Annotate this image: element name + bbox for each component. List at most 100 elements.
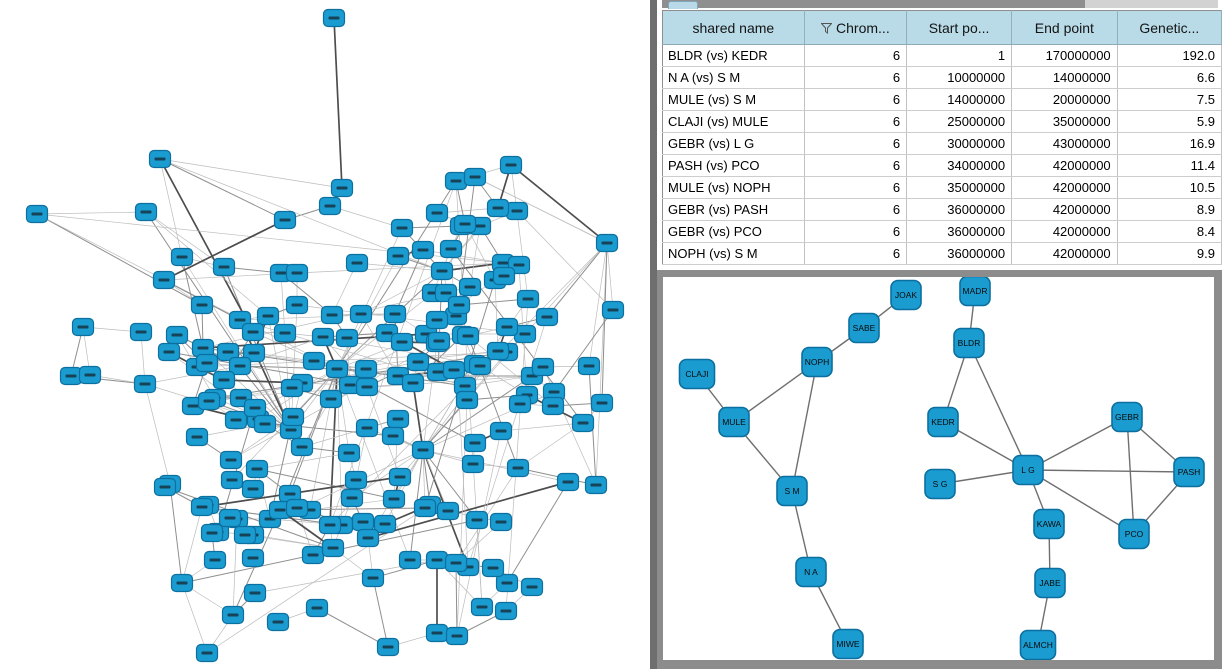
overview-node[interactable] [241,322,265,342]
table-cell[interactable]: 6 [804,44,908,67]
table-cell[interactable]: 6 [804,198,908,221]
overview-node[interactable] [381,426,405,446]
table-row[interactable]: NOPH (vs) S M 6 36000000 42000000 9.9 [662,242,1222,265]
overview-node[interactable] [470,597,494,617]
overview-node[interactable] [253,414,277,434]
overview-node[interactable] [447,295,471,315]
table-cell[interactable]: 6 [804,110,908,133]
overview-node[interactable] [355,418,379,438]
overview-node[interactable] [390,218,414,238]
overview-node[interactable] [134,202,158,222]
table-row[interactable]: MULE (vs) NOPH 6 35000000 42000000 10.5 [662,176,1222,199]
overview-node[interactable] [535,307,559,327]
overview-node[interactable] [133,374,157,394]
table-row[interactable]: BLDR (vs) KEDR 6 1 170000000 192.0 [662,44,1222,67]
overview-node[interactable] [157,342,181,362]
network-node-bldr[interactable]: BLDR [953,327,985,359]
network-node-l-g[interactable]: L G [1012,454,1044,486]
overview-node[interactable] [197,391,221,411]
overview-node[interactable] [361,568,385,588]
table-cell[interactable]: GEBR (vs) PASH [662,198,805,221]
overview-node[interactable] [320,305,344,325]
table-cell[interactable]: NOPH (vs) S M [662,242,805,265]
overview-node[interactable] [425,623,449,643]
overview-node[interactable] [386,246,410,266]
overview-node[interactable] [461,454,485,474]
table-cell[interactable]: 42000000 [1011,220,1118,243]
overview-node[interactable] [349,304,373,324]
overview-node[interactable] [330,178,354,198]
overview-node[interactable] [340,488,364,508]
table-cell[interactable]: 36000000 [906,220,1013,243]
network-node-pco[interactable]: PCO [1118,518,1150,550]
overview-node[interactable] [185,427,209,447]
overview-node[interactable] [190,497,214,517]
table-cell[interactable]: 35000000 [906,176,1013,199]
network-node-almch[interactable]: ALMCH [1019,629,1057,660]
table-cell[interactable]: 8.4 [1117,220,1222,243]
overview-node[interactable] [520,577,544,597]
network-node-s-g[interactable]: S G [924,468,956,500]
overview-node[interactable] [335,328,359,348]
network-node-kawa[interactable]: KAWA [1033,508,1065,540]
overview-node[interactable] [354,359,378,379]
overview-node[interactable] [273,323,297,343]
overview-node[interactable] [203,550,227,570]
table-cell[interactable]: 30000000 [906,132,1013,155]
overview-node[interactable] [256,306,280,326]
table-cell[interactable]: 11.4 [1117,154,1222,177]
table-cell[interactable]: 34000000 [906,154,1013,177]
overview-node[interactable] [243,583,267,603]
overview-node[interactable] [516,289,540,309]
table-cell[interactable]: 8.9 [1117,198,1222,221]
overview-node[interactable] [243,398,267,418]
overview-node[interactable] [492,266,516,286]
overview-node[interactable] [219,450,243,470]
table-cell[interactable]: 5.9 [1117,110,1222,133]
table-cell[interactable]: 6 [804,242,908,265]
table-cell[interactable]: 10.5 [1117,176,1222,199]
detail-network-canvas[interactable]: JOAK MADR SABE BLDR NOPH CLAJI MULE KEDR GEBR L G… [663,277,1214,660]
table-cell[interactable]: BLDR (vs) KEDR [662,44,805,67]
table-row[interactable]: MULE (vs) S M 6 14000000 20000000 7.5 [662,88,1222,111]
overview-node[interactable] [224,410,248,430]
column-header-chrom---[interactable]: Chrom... [804,10,908,45]
network-node-miwe[interactable]: MIWE [832,628,864,660]
overview-node[interactable] [411,240,435,260]
overview-node[interactable] [531,357,555,377]
column-header-start-po---[interactable]: Start po... [906,10,1013,45]
overview-node[interactable] [355,377,379,397]
overview-node[interactable] [373,514,397,534]
overview-node[interactable] [344,470,368,490]
table-cell[interactable]: 6 [804,88,908,111]
network-node-n-a[interactable]: N A [795,556,827,588]
network-node-jabe[interactable]: JABE [1034,567,1066,599]
table-cell[interactable]: 14000000 [906,88,1013,111]
overview-node[interactable] [486,198,510,218]
overview-node[interactable] [148,149,172,169]
overview-node[interactable] [489,421,513,441]
overview-node[interactable] [506,458,530,478]
table-cell[interactable]: 6.6 [1117,66,1222,89]
overview-node[interactable] [337,443,361,463]
overview-node[interactable] [318,515,342,535]
overview-node[interactable] [411,440,435,460]
table-cell[interactable]: 170000000 [1011,44,1118,67]
overview-node[interactable] [351,512,375,532]
table-cell[interactable]: CLAJI (vs) MULE [662,110,805,133]
overview-node[interactable] [200,523,224,543]
overview-node[interactable] [595,233,619,253]
overview-node[interactable] [221,605,245,625]
overview-node[interactable] [129,322,153,342]
overview-node[interactable] [590,393,614,413]
overview-node[interactable] [305,598,329,618]
table-cell[interactable]: 25000000 [906,110,1013,133]
scrollbar-tab[interactable] [668,1,698,9]
table-cell[interactable]: 192.0 [1117,44,1222,67]
overview-node[interactable] [285,498,309,518]
overview-node[interactable] [453,214,477,234]
table-cell[interactable]: MULE (vs) NOPH [662,176,805,199]
overview-node[interactable] [445,626,469,646]
overview-node[interactable] [245,459,269,479]
overview-node[interactable] [499,155,523,175]
